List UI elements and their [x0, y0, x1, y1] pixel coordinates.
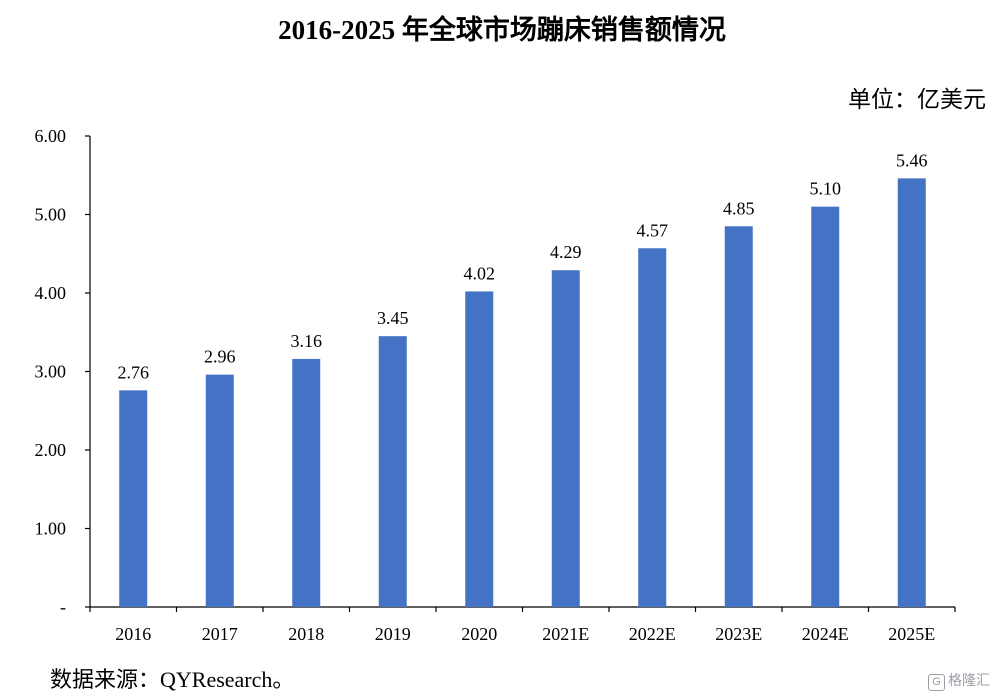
x-tick-label: 2024E: [802, 624, 849, 644]
x-tick-label: 2020: [461, 624, 497, 644]
bar: [292, 358, 321, 607]
data-label: 5.46: [896, 150, 928, 170]
data-label: 5.10: [810, 179, 842, 199]
x-tick-label: 2017: [202, 624, 238, 644]
y-tick-label: 4.00: [35, 283, 67, 303]
data-source-note: 数据来源：QYResearch。: [50, 667, 295, 692]
y-tick-label: 5.00: [35, 205, 67, 225]
data-label: 4.85: [723, 198, 755, 218]
chart-bars: [119, 178, 926, 607]
data-label: 4.29: [550, 242, 582, 262]
watermark: G 格隆汇: [928, 670, 990, 691]
y-tick-label: 3.00: [35, 362, 67, 382]
chart-labels: 2.76 2016 2.96 2017 3.16 2018 3.45 2019 4.02 2020…: [115, 150, 935, 644]
x-tick-label: 2019: [375, 624, 411, 644]
y-tick-label: 6.00: [35, 126, 67, 146]
bar: [205, 374, 234, 607]
data-label: 3.16: [291, 331, 323, 351]
y-tick-label: 2.00: [35, 440, 67, 460]
chart-title: 2016-2025 年全球市场蹦床销售额情况: [278, 15, 726, 45]
bar: [724, 226, 753, 607]
x-tick-label: 2018: [288, 624, 324, 644]
x-tick-label: 2025E: [888, 624, 935, 644]
x-tick-label: 2016: [115, 624, 151, 644]
data-label: 4.02: [464, 263, 496, 283]
data-label: 4.57: [637, 220, 669, 240]
bar: [465, 291, 494, 607]
bar-chart: - 1.00 2.00 3.00 4.00 5.00 6.00 2.76 2016 2.96 20…: [35, 126, 956, 644]
bar: [551, 270, 580, 607]
x-tick-label: 2022E: [629, 624, 676, 644]
watermark-text: 格隆汇: [948, 672, 990, 688]
y-tick-label: 1.00: [35, 519, 67, 539]
bar: [119, 390, 148, 607]
data-label: 3.45: [377, 308, 409, 328]
x-tick-label: 2021E: [542, 624, 589, 644]
y-tick-label: -: [60, 597, 66, 617]
unit-label: 单位：亿美元: [848, 87, 986, 112]
watermark-logo-icon: G: [928, 674, 945, 691]
data-label: 2.96: [204, 347, 236, 367]
x-tick-label: 2023E: [715, 624, 762, 644]
bar: [897, 178, 926, 607]
bar: [638, 248, 667, 607]
bar: [378, 336, 407, 607]
bar: [811, 206, 840, 607]
data-label: 2.76: [118, 362, 150, 382]
chart-axes: - 1.00 2.00 3.00 4.00 5.00 6.00: [35, 126, 956, 617]
